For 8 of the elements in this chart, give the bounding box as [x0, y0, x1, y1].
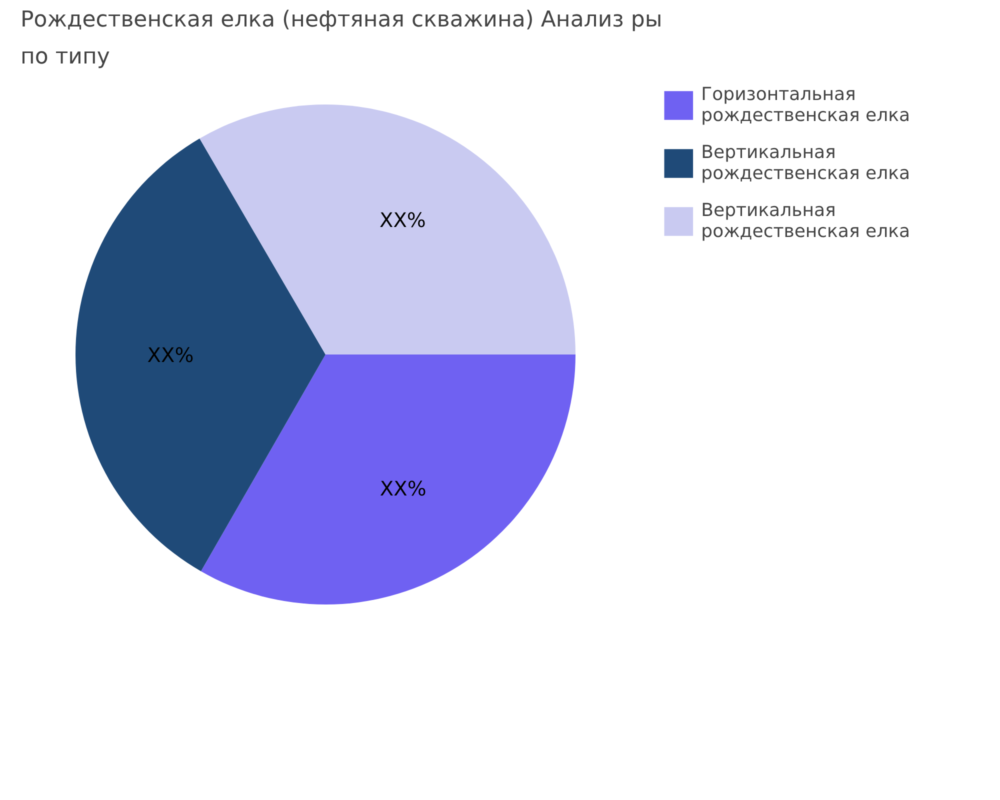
data-label: XX% [380, 476, 426, 501]
chart-title: Рождественская елка (нефтяная скважина) Анализ ры [20, 8, 662, 32]
data-label: XX% [147, 342, 194, 367]
data-label: XX% [380, 208, 426, 232]
legend-label: Вертикальная рождественская елка [701, 142, 910, 184]
legend-label: Вертикальная рождественская елка [701, 200, 910, 242]
chart-subtitle: по типу [20, 44, 110, 70]
legend-label: Горизонтальная рождественская елка [701, 84, 910, 126]
